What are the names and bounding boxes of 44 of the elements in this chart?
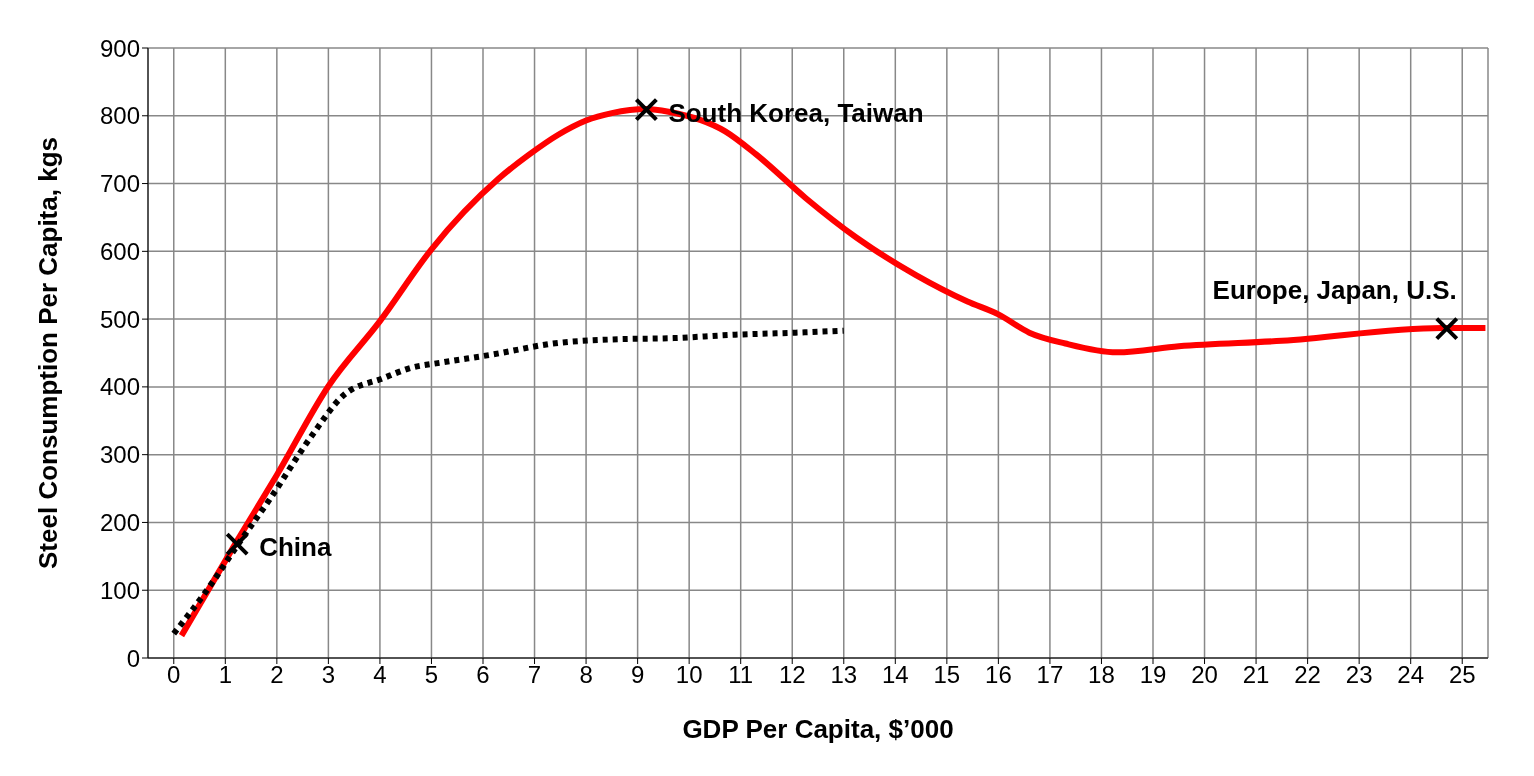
x-tick-label: 9: [630, 661, 645, 689]
x-tick-label: 12: [778, 661, 806, 689]
x-tick-label: 10: [675, 661, 703, 689]
x-tick-label: 15: [933, 661, 961, 689]
x-tick-label: 3: [321, 661, 336, 689]
x-axis-title: GDP Per Capita, $’000: [682, 714, 954, 744]
y-tick-label: 700: [99, 170, 140, 198]
x-tick-label: 1: [218, 661, 232, 689]
x-tick-label: 4: [373, 661, 387, 689]
annotation: China: [259, 532, 332, 563]
x-tick-label: 6: [476, 661, 490, 689]
x-tick-label: 20: [1191, 661, 1218, 689]
x-tick-label: 7: [527, 661, 542, 689]
y-tick-label: 800: [99, 102, 140, 130]
x-tick-label: 11: [728, 661, 754, 689]
y-tick-label: 200: [99, 508, 140, 536]
y-tick-label: 300: [99, 441, 140, 469]
y-tick-label: 500: [99, 305, 140, 333]
x-tick-label: 22: [1294, 661, 1321, 689]
point: [1434, 316, 1459, 341]
x-tick-label: 23: [1345, 661, 1373, 689]
point: [634, 97, 659, 122]
x-tick-label: 5: [424, 661, 439, 689]
x-tick-label: 25: [1448, 661, 1476, 689]
x-tick-label: 19: [1139, 661, 1167, 689]
x-tick-label: 21: [1242, 661, 1270, 689]
y-tick-label: 100: [99, 576, 140, 604]
x-tick-label: 13: [830, 661, 858, 689]
y-tick-label: 900: [99, 34, 140, 62]
x-tick-label: 8: [579, 661, 593, 689]
y-tick-label: 600: [99, 237, 140, 265]
y-tick-label: 0: [126, 644, 140, 672]
annotation: South Korea, Taiwan: [668, 97, 924, 128]
y-axis-title: Steel Consumption Per Capita, kgs: [33, 137, 64, 569]
point: [225, 532, 250, 557]
x-tick-label: 2: [270, 661, 284, 689]
x-tick-label: 17: [1036, 661, 1064, 689]
x-tick-label: 0: [167, 661, 181, 689]
annotation: Europe, Japan, U.S.: [1212, 274, 1457, 305]
x-tick-label: 14: [881, 661, 909, 689]
y-tick-label: 400: [99, 373, 140, 401]
x-tick-label: 24: [1397, 661, 1425, 689]
x-tick-label: 18: [1088, 661, 1115, 689]
x-tick-label: 16: [985, 661, 1012, 689]
